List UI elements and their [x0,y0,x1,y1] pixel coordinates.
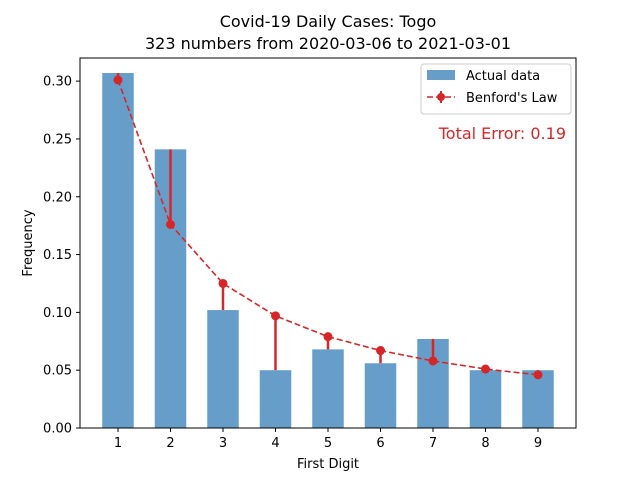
x-tick-label: 6 [376,436,384,451]
y-axis: 0.00 0.05 0.10 0.15 0.20 0.25 0.30 [43,75,80,437]
benford-point-digit-1 [113,75,123,85]
x-tick-label: 5 [324,436,332,451]
y-tick-label: 0.15 [43,248,72,263]
benford-point-digit-7 [428,356,438,366]
y-tick-label: 0.20 [43,190,72,205]
bar-digit-3 [207,310,239,428]
legend-label-benford: Benford's Law [466,91,558,106]
benford-point-digit-3 [218,278,228,288]
x-tick-label: 8 [481,436,489,451]
bar-digit-4 [259,370,292,428]
benford-point-digit-4 [271,311,280,321]
total-error-annotation: Total Error: 0.19 [438,124,566,143]
x-axis: 1 2 3 4 5 6 7 8 9 [114,428,542,451]
y-tick-label: 0.25 [43,132,72,147]
y-axis-label: Frequency [21,209,36,276]
benford-point-digit-8 [481,364,490,374]
bar-digit-5 [312,349,344,428]
x-tick-label: 4 [271,436,279,451]
x-tick-label: 2 [166,436,174,451]
benford-point-digit-6 [376,346,385,356]
benford-point-digit-5 [323,332,333,342]
y-tick-label: 0.10 [43,306,72,321]
y-tick-label: 0.30 [43,75,72,90]
benford-point-digit-2 [166,220,175,229]
benford-markers-group [113,75,543,380]
y-tick-label: 0.00 [43,422,72,437]
legend-bar-swatch [427,70,455,80]
benford-line [117,79,539,376]
x-tick-label: 7 [429,436,437,451]
legend-label-actual: Actual data [466,69,540,84]
y-tick-label: 0.05 [43,364,72,379]
x-tick-label: 3 [219,436,227,451]
bar-digit-8 [469,370,502,428]
error-lines-group [116,73,540,375]
legend-box [420,63,572,115]
bar-digit-6 [364,363,397,428]
x-tick-label: 1 [114,436,122,451]
chart-subtitle: 323 numbers from 2020-03-06 to 2021-03-0… [145,34,511,53]
chart-title: Covid-19 Daily Cases: Togo [220,12,437,31]
bar-digit-9 [522,370,554,428]
bar-digit-1 [102,73,134,428]
x-tick-label: 9 [534,436,542,451]
benford-point-digit-9 [533,370,543,380]
legend: Actual data Benford's Law [420,63,572,115]
x-axis-label: First Digit [297,457,359,472]
bars-group [102,73,554,428]
